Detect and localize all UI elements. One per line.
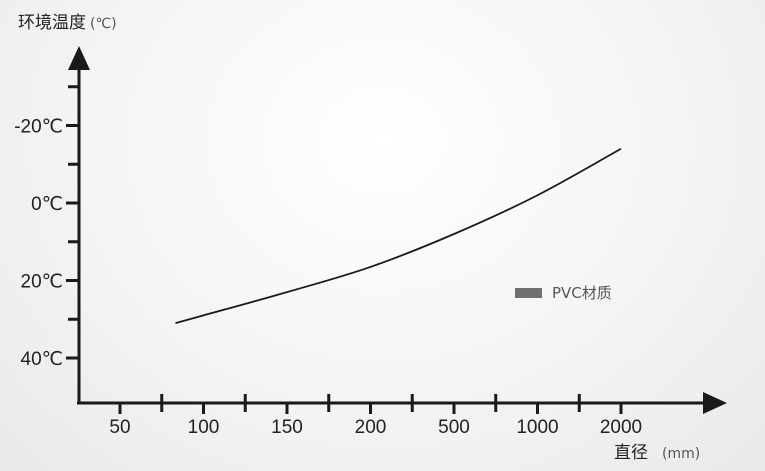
- x-axis-title: 直径: [614, 443, 648, 463]
- y-axis-arrow: [68, 46, 90, 70]
- x-tick-label: 1000: [516, 417, 558, 438]
- series-line-pvc: [175, 147, 622, 325]
- y-axis-unit: (℃): [90, 16, 117, 32]
- legend-swatch: [515, 288, 542, 298]
- y-tick-label: 20℃: [21, 272, 63, 293]
- y-tick-label: 40℃: [21, 349, 63, 370]
- legend-label: PVC材质: [552, 284, 612, 302]
- x-tick-labels: 50 100 150 200 500 1000 2000: [109, 417, 642, 438]
- x-tick-label: 500: [438, 417, 470, 438]
- x-axis-arrow: [703, 392, 727, 414]
- y-major-ticks: [66, 124, 79, 360]
- x-tick-label: 100: [188, 417, 220, 438]
- y-tick-label: -20℃: [14, 117, 63, 138]
- x-axis-unit: (mm): [662, 446, 700, 462]
- x-tick-label: 2000: [600, 417, 642, 438]
- y-axis-title: 环境温度: [18, 13, 86, 33]
- y-tick-labels: -20℃ 0℃ 20℃ 40℃: [14, 117, 63, 371]
- x-ticks: [118, 394, 623, 414]
- x-tick-label: 50: [109, 417, 130, 438]
- x-tick-label: 200: [355, 417, 387, 438]
- x-tick-label: 150: [271, 417, 303, 438]
- y-minor-ticks: [68, 85, 79, 321]
- y-tick-label: 0℃: [31, 194, 63, 215]
